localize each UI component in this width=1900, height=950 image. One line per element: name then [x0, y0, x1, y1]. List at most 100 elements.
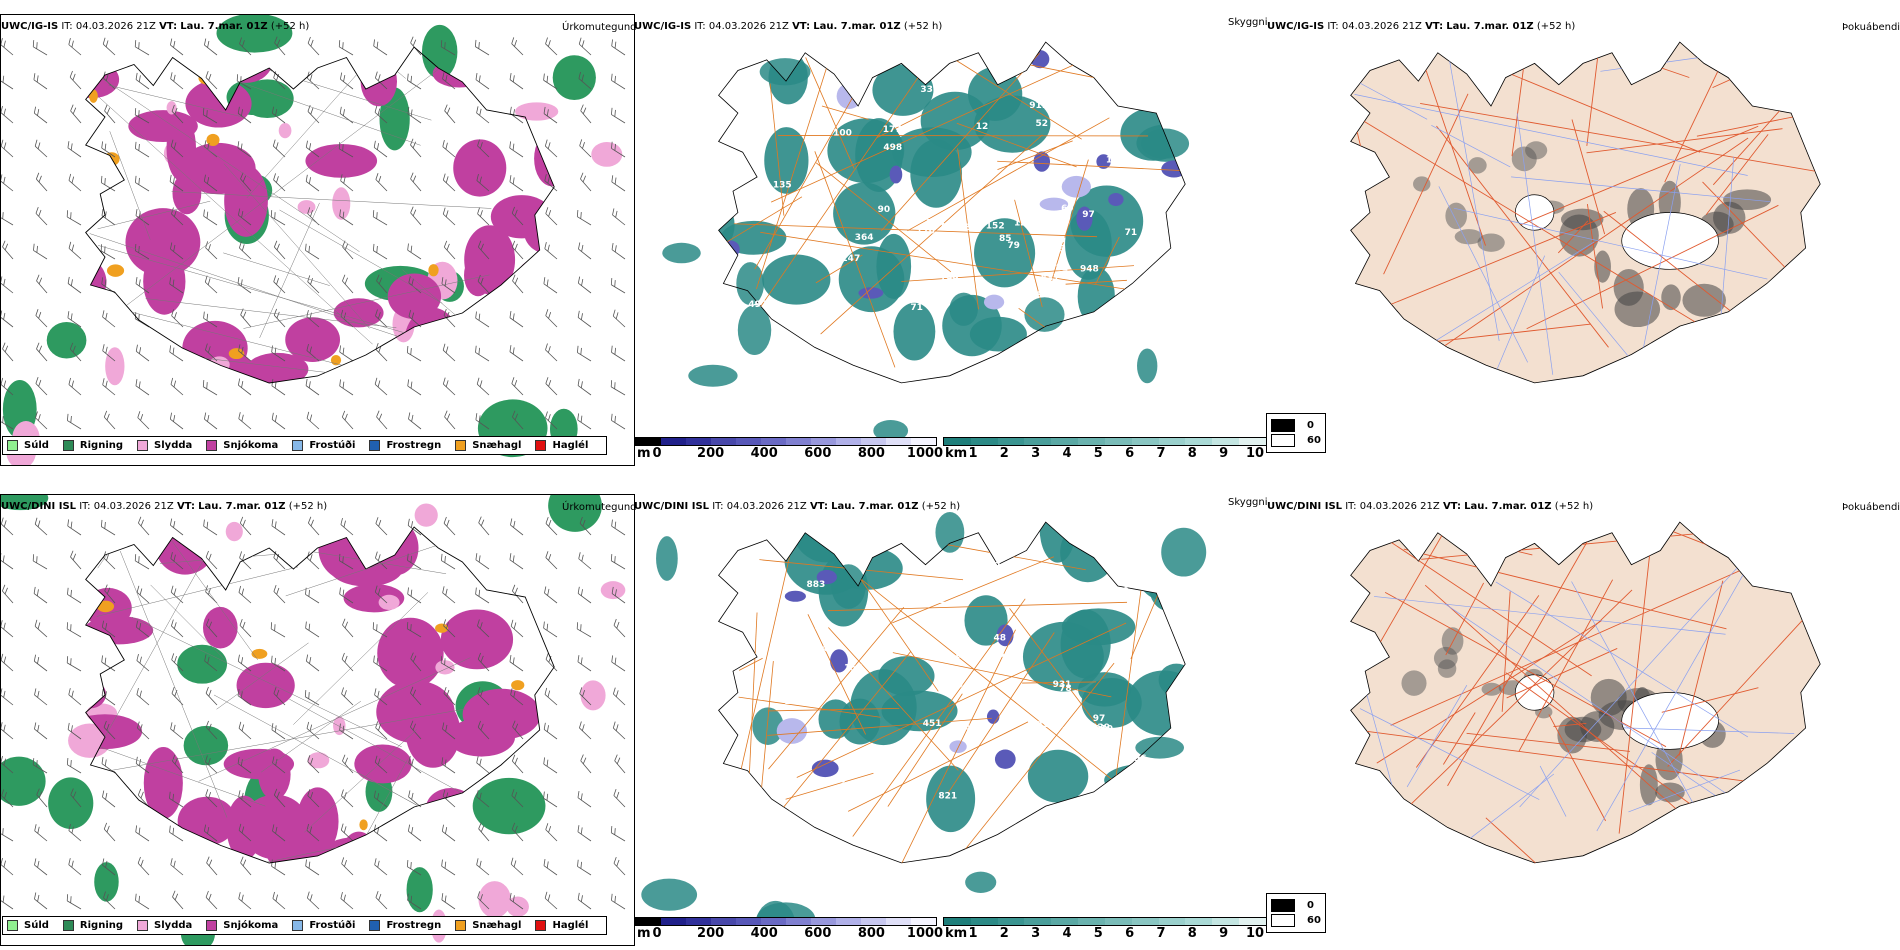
- visibility-label: 837: [1041, 274, 1060, 284]
- legend-swatch: [137, 440, 149, 451]
- visibility-label: 339: [920, 85, 939, 95]
- visibility-label: 176: [1011, 796, 1030, 806]
- visibility-label: 963: [1047, 245, 1066, 255]
- legend-swatch: [137, 920, 149, 931]
- visibility-label: 242: [815, 644, 834, 654]
- precip-type-panel-row2: [0, 494, 635, 946]
- visibility-label: 170: [773, 649, 792, 659]
- header-ceiling-row2: UWC/DINI ISL IT: 04.03.2026 21Z VT: Lau.…: [634, 501, 961, 512]
- visibility-label: 138: [1115, 799, 1134, 809]
- fog-legend-item: 0: [1271, 419, 1321, 432]
- colorbar-tick: 3: [1031, 926, 1041, 941]
- visibility-colorbar: km 1 2 3 4 5 6 7 8 9 10: [943, 917, 1267, 941]
- legend-swatch: [369, 440, 381, 451]
- colorbar-tick: 7: [1156, 926, 1166, 941]
- colorbar-tick: 1000: [906, 926, 944, 941]
- visibility-label: 97: [1093, 714, 1106, 724]
- colorbar-tick: 9: [1219, 926, 1229, 941]
- legend-swatch: [7, 440, 18, 451]
- colorbar-tick: 0: [652, 446, 662, 461]
- legend-swatch: [535, 920, 547, 931]
- visibility-label: 362: [927, 596, 946, 606]
- visibility-label: 135: [773, 181, 792, 191]
- visibility-label: 12: [976, 122, 989, 132]
- fog-index-map: [1350, 521, 1821, 864]
- visibility-label: 200: [1047, 236, 1066, 246]
- colorbar-tick: 600: [804, 446, 832, 461]
- colorbar-tick: 200: [697, 446, 725, 461]
- colorbar-tick: 2: [999, 926, 1009, 941]
- visibility-label: 497: [748, 300, 767, 310]
- height-colorbar: m 0 200 400 600 800 1000: [635, 437, 943, 461]
- visibility-label: 911: [1029, 101, 1048, 111]
- legend-item: Frostúði: [292, 920, 355, 931]
- legend-item: Slydda: [137, 440, 192, 451]
- ceiling-visibility-map: 71 177 399 483 199 948 339 71 200 152 37 55 497 100 14…: [662, 41, 1190, 442]
- visibility-label: 115: [954, 651, 973, 661]
- visibility-label: 152: [986, 221, 1005, 231]
- visibility-label: 420: [1028, 613, 1047, 623]
- visibility-label: 48: [993, 634, 1006, 644]
- visibility-label: 129: [1091, 723, 1110, 733]
- visibility-label: 821: [938, 792, 957, 802]
- legend-swatch: [7, 920, 18, 931]
- legend-item: Slydda: [137, 920, 192, 931]
- visibility-label: 69: [1061, 204, 1074, 214]
- legend-item: Frostúði: [292, 440, 355, 451]
- legend-item: Snæhagl: [455, 440, 521, 451]
- visibility-label: 883: [807, 580, 826, 590]
- legend-item: Rigning: [62, 440, 123, 451]
- fog-legend-item: 60: [1271, 434, 1321, 447]
- visibility-label: 85: [999, 234, 1012, 244]
- visibility-label: 130: [1110, 586, 1129, 596]
- legend-swatch: [62, 440, 74, 451]
- visibility-label: 97: [1082, 210, 1095, 220]
- visibility-label: 170: [916, 227, 935, 237]
- fog-index-panel-row1: [1266, 30, 1900, 445]
- header-precip-row1: UWC/IG-IS IT: 04.03.2026 21Z VT: Lau. 7.…: [1, 21, 310, 32]
- visibility-label: 98: [1041, 171, 1054, 181]
- colorbar-tick: 600: [804, 926, 832, 941]
- visibility-label: 54: [964, 723, 977, 733]
- visibility-label: 90: [848, 675, 861, 685]
- colorbar-unit: km: [945, 926, 968, 941]
- colorbar-tick: 1000: [906, 446, 944, 461]
- visibility-label: 26: [1047, 240, 1060, 250]
- visibility-label: 71: [1125, 228, 1138, 238]
- visibility-label: 1010: [1088, 724, 1113, 734]
- legend-item: Súld: [7, 920, 49, 931]
- legend-item: Haglél: [535, 920, 588, 931]
- visibility-label: 45: [992, 650, 1005, 660]
- colorbar-tick: 5: [1093, 446, 1103, 461]
- colorbar-tick: 800: [857, 446, 885, 461]
- legend-item: Frostregn: [369, 440, 441, 451]
- colorbar-unit: km: [945, 446, 968, 461]
- visibility-label: 62: [815, 624, 828, 634]
- colorbar-tick: 9: [1219, 446, 1229, 461]
- colorbar-tick: 8: [1187, 926, 1197, 941]
- visibility-label: 147: [841, 254, 860, 264]
- visibility-label: 120: [1106, 156, 1125, 166]
- fog-index-map: [1350, 41, 1821, 384]
- legend-swatch: [292, 440, 304, 451]
- fog-index-panel-row2: [1266, 510, 1900, 925]
- visibility-label: 158: [844, 664, 863, 674]
- legend-swatch: [535, 440, 547, 451]
- visibility-label: 125: [1014, 219, 1033, 229]
- legend-swatch: [62, 920, 74, 931]
- visibility-label: 364: [855, 233, 874, 243]
- visibility-label: 199: [940, 274, 959, 284]
- colorbar-tick: 5: [1093, 926, 1103, 941]
- visibility-label: 100: [833, 128, 852, 138]
- title-ceiling-row2: Skyggni: [1228, 497, 1268, 508]
- legend-item: Snæhagl: [455, 920, 521, 931]
- colorbar-tick: 400: [750, 446, 778, 461]
- colorbar-tick: 0: [652, 926, 662, 941]
- colorbar-tick: 200: [697, 926, 725, 941]
- legend-swatch: [455, 440, 467, 451]
- colorbar-tick: 3: [1031, 446, 1041, 461]
- fog-legend-item: 60: [1271, 914, 1321, 927]
- ceiling-visibility-map: 81 821 242 129 158 368 985 96 1010 451 170 215 97 931…: [641, 512, 1207, 925]
- colorbar-tick: 6: [1125, 446, 1135, 461]
- fog-legend-item: 0: [1271, 899, 1321, 912]
